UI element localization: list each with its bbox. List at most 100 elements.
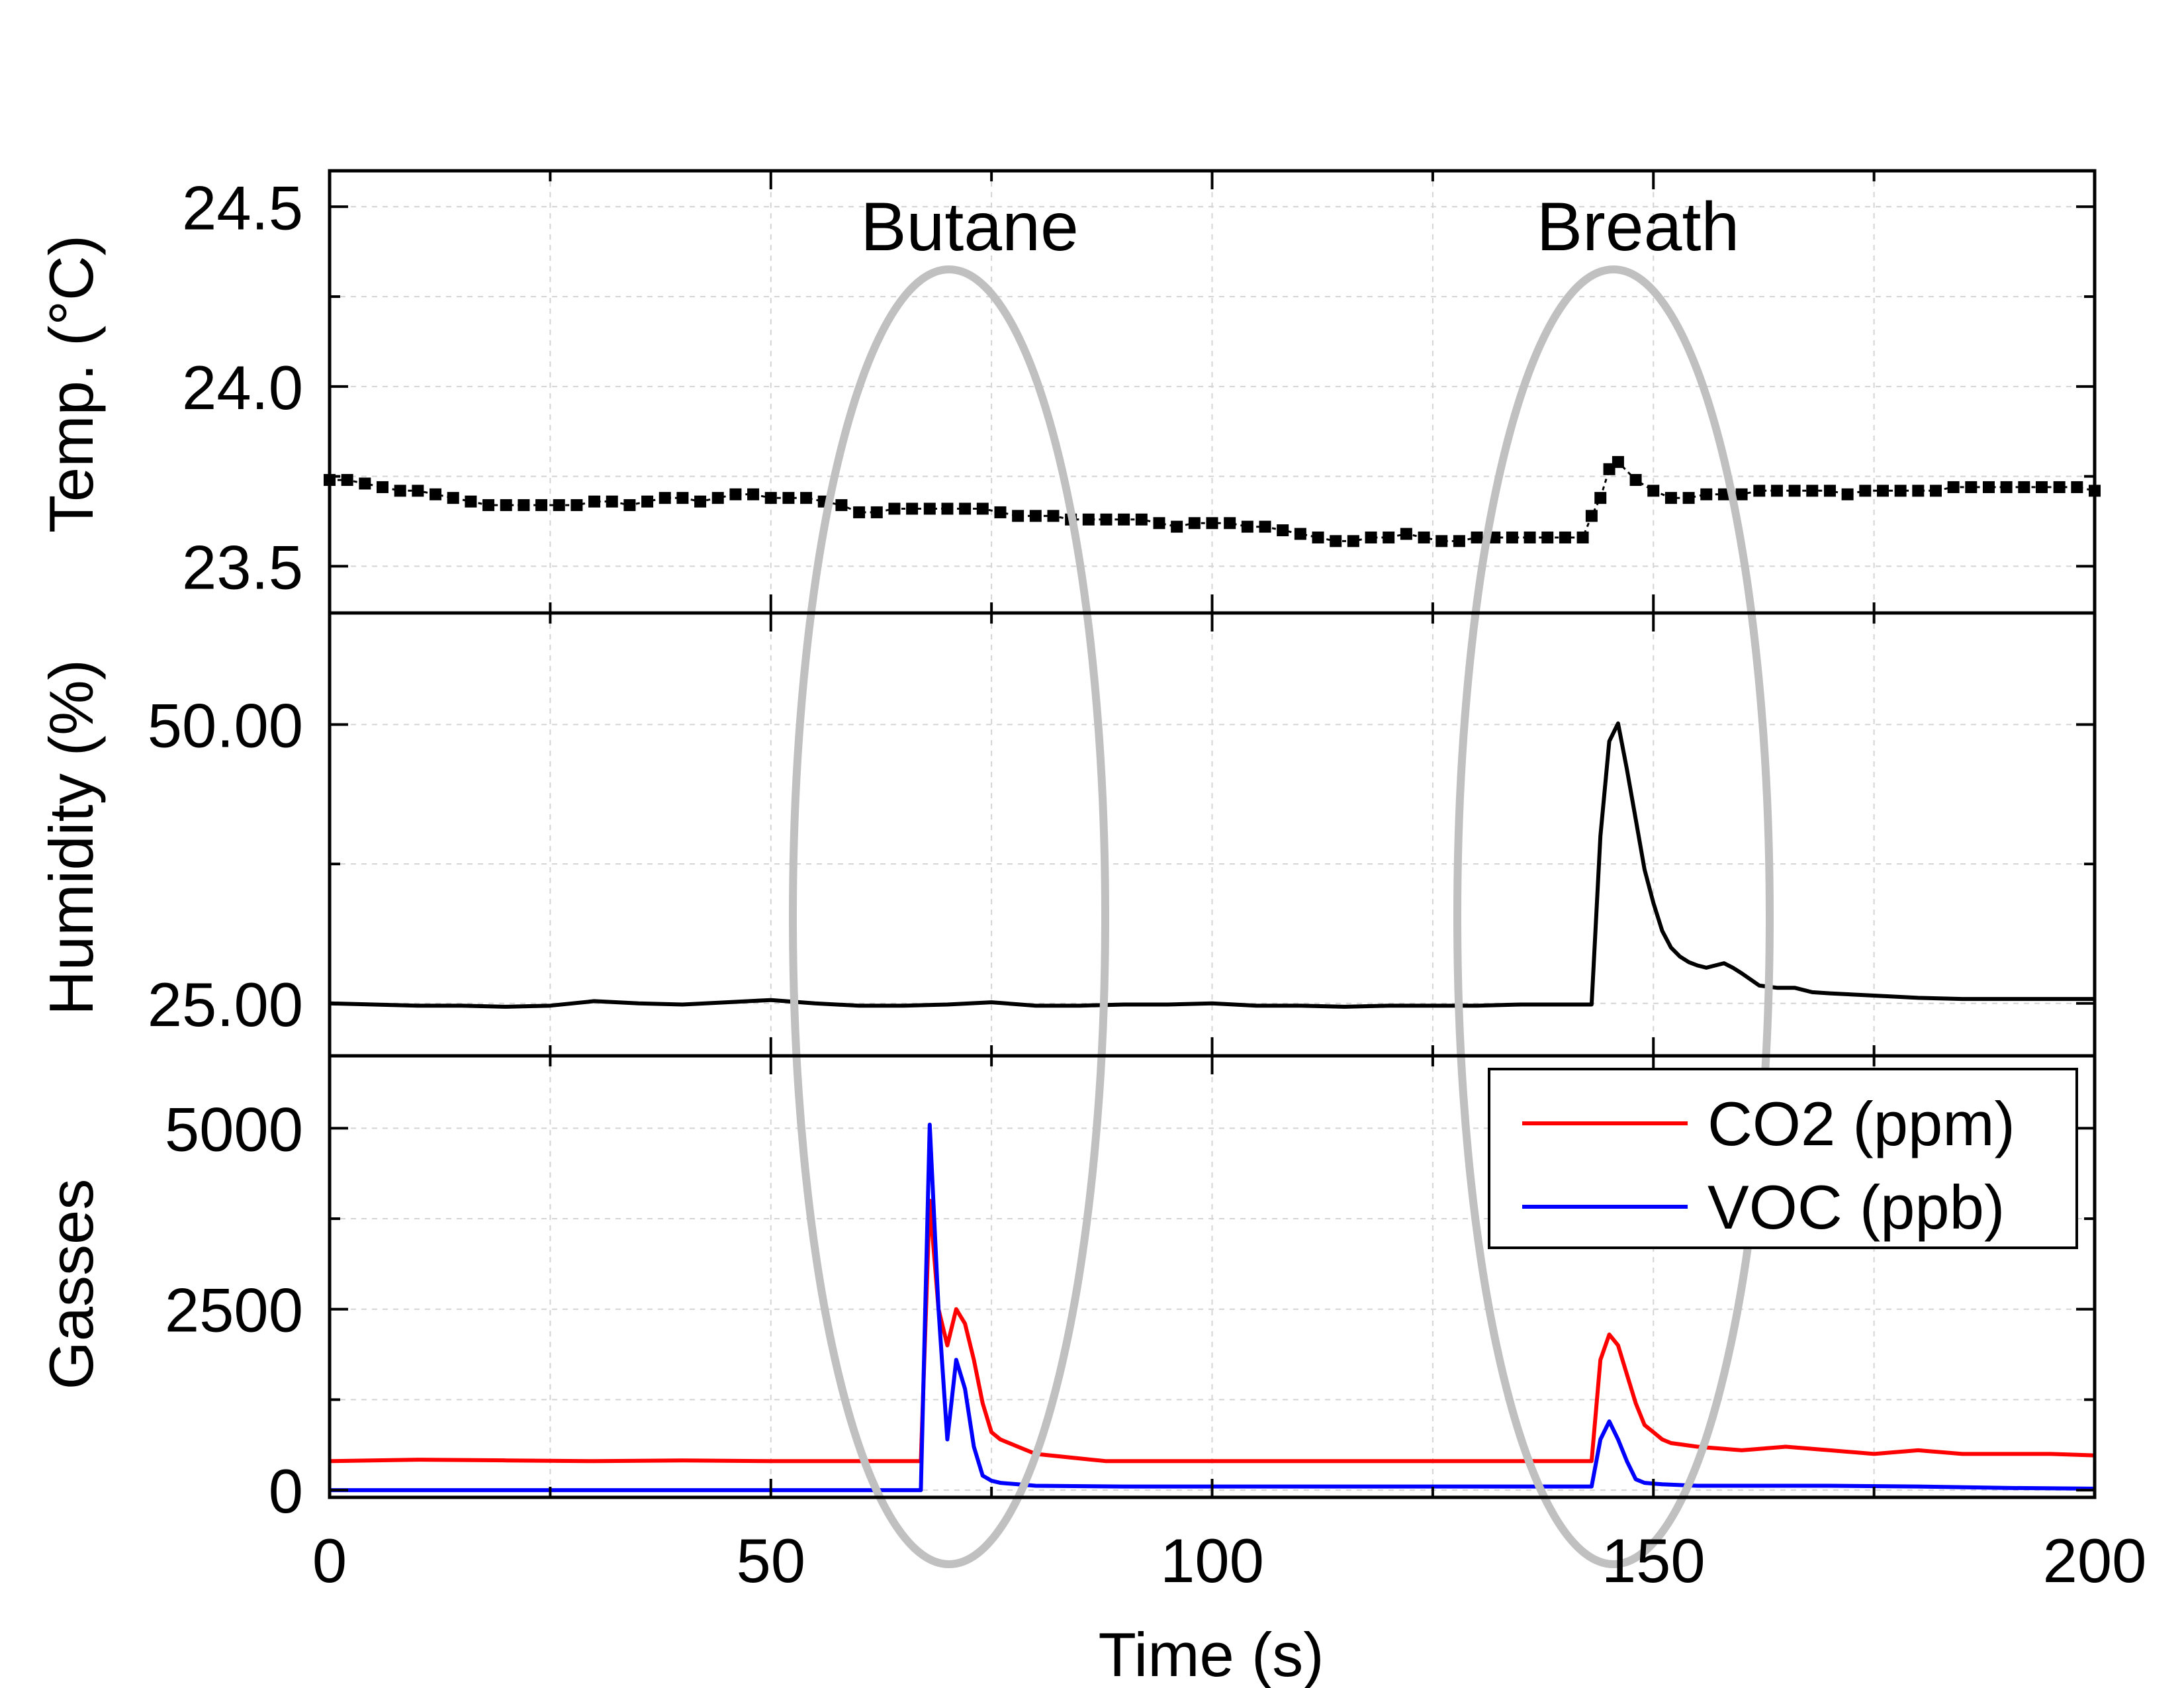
breath-label: Breath <box>1537 189 1739 265</box>
temp-data-point <box>711 492 724 504</box>
temp-data-point <box>1029 510 1042 522</box>
x-tick-label: 0 <box>312 1526 347 1595</box>
temp-data-point <box>1929 485 1942 497</box>
temp-data-point <box>1400 528 1412 540</box>
temp-data-point <box>694 495 707 508</box>
gasses-y-tick-label: 5000 <box>165 1094 303 1164</box>
x-tick-label: 200 <box>2043 1526 2147 1595</box>
temp-data-point <box>430 488 442 500</box>
temp-data-point <box>1806 485 1819 497</box>
gasses-axis-title: Gasses <box>36 1179 106 1390</box>
temp-data-point <box>1488 531 1501 543</box>
temp-data-point <box>1206 517 1218 530</box>
temp-data-point <box>1788 485 1801 497</box>
gasses-series-co2-line <box>329 1198 2095 1464</box>
tick-labels: 23.5 24.0 24.5 25.00 50.00 0 2500 5000 0 50 100 150… <box>148 173 2147 1595</box>
temp-data-point <box>676 492 689 504</box>
temp-data-point <box>1294 528 1306 540</box>
temp-data-point <box>1524 531 1536 543</box>
temp-data-point <box>659 492 671 504</box>
legend-label-voc: VOC (ppb) <box>1707 1172 2005 1242</box>
temp-data-point <box>341 474 353 487</box>
temp-data-point <box>1418 531 1430 543</box>
temp-data-point <box>1594 492 1607 504</box>
temp-data-point <box>1585 510 1598 522</box>
temp-y-tick-label: 23.5 <box>182 532 303 602</box>
temp-data-point <box>500 499 512 512</box>
temp-data-point <box>2018 481 2030 493</box>
temp-data-point <box>1647 485 1660 497</box>
temp-data-point <box>1224 517 1236 530</box>
temp-data-point <box>959 502 972 515</box>
temp-data-point <box>1947 481 1960 493</box>
temp-data-point <box>1735 488 1748 500</box>
humidity-y-tick-label: 25.00 <box>148 970 303 1039</box>
temp-data-point <box>1100 513 1113 526</box>
tick-marks <box>328 171 2096 1497</box>
temp-data-point <box>553 499 565 512</box>
temp-data-point <box>729 488 742 500</box>
temp-data-point <box>976 502 989 515</box>
temp-data-point <box>1965 481 1978 493</box>
temp-data-point <box>1365 531 1377 543</box>
temp-data-point <box>1188 517 1201 530</box>
temp-data-point <box>1171 520 1183 533</box>
temp-data-point <box>1682 492 1695 504</box>
temp-data-point <box>377 481 389 493</box>
temp-data-point <box>1859 485 1872 497</box>
legend-label-co2: CO2 (ppm) <box>1707 1089 2015 1158</box>
temp-data-point <box>1717 488 1730 500</box>
temp-data-point <box>800 492 813 504</box>
temp-data-point <box>1082 513 1095 526</box>
temp-data-point <box>2071 481 2083 493</box>
temp-data-point <box>994 506 1007 518</box>
temp-data-point <box>888 502 901 515</box>
temp-data-point <box>518 499 530 512</box>
temp-data-point <box>623 499 636 512</box>
temp-data-point <box>1753 485 1766 497</box>
temp-data-point <box>853 506 866 518</box>
temp-data-point <box>1118 513 1130 526</box>
temp-data-point <box>447 492 459 504</box>
gasses-y-tick-label: 0 <box>269 1456 303 1526</box>
temp-data-point <box>482 499 495 512</box>
temp-data-point <box>412 485 424 497</box>
temp-data-point <box>1506 531 1518 543</box>
temp-data-point <box>394 485 406 497</box>
temp-data-point <box>2053 481 2066 493</box>
temp-data-point <box>1012 510 1024 522</box>
temp-data-point <box>1982 481 1995 493</box>
temp-data-point <box>2035 481 2048 493</box>
temp-data-point <box>359 477 371 490</box>
temp-data-point <box>2000 481 2013 493</box>
temp-data-point <box>923 502 936 515</box>
x-tick-label: 150 <box>1602 1526 1706 1595</box>
temp-data-point <box>535 499 548 512</box>
temp-data-point <box>1912 485 1925 497</box>
temp-data-point <box>1312 531 1324 543</box>
legend-box <box>1488 1068 2078 1249</box>
temp-y-tick-label: 24.0 <box>182 353 303 422</box>
x-axis-title: Time (s) <box>1098 1620 1324 1688</box>
temp-data-point <box>1153 517 1165 530</box>
temp-data-point <box>941 502 954 515</box>
temp-data-point <box>570 499 583 512</box>
butane-label: Butane <box>860 189 1079 265</box>
gasses-y-tick-label: 2500 <box>165 1276 303 1345</box>
temp-data-point <box>1259 520 1271 533</box>
temp-data-point <box>1700 488 1713 500</box>
gasses-series-voc-line <box>330 1122 2095 1493</box>
temp-data-point <box>870 506 883 518</box>
temp-data-point <box>906 502 919 515</box>
temp-data-point <box>1047 510 1060 522</box>
humidity-axis-title: Humidity (%) <box>36 659 106 1015</box>
temp-data-point <box>782 492 795 504</box>
temp-data-point <box>1541 531 1554 543</box>
temp-data-point <box>1383 531 1395 543</box>
temp-data-point <box>1664 492 1677 504</box>
temp-y-tick-label: 24.5 <box>182 173 303 242</box>
temp-data-point <box>641 495 654 508</box>
temp-data-point <box>1576 531 1589 543</box>
temp-data-point <box>1823 485 1836 497</box>
